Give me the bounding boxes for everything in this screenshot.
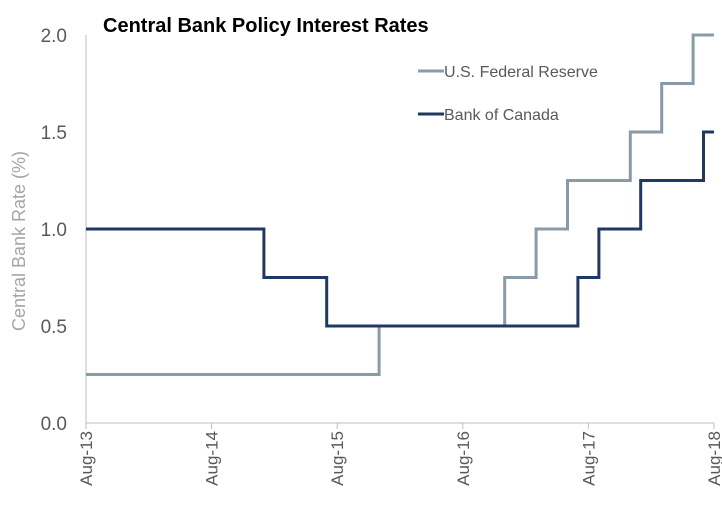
y-tick-label: 2.0 [41,26,67,47]
y-tick-label: 1.5 [41,123,67,144]
x-axis-ticks: Aug-13 Aug-14 Aug-15 Aug-16 Aug-17 Aug-18 [77,423,722,486]
y-axis-label-group: Central Bank Rate (%) [9,151,29,331]
x-tick-label: Aug-18 [705,431,722,486]
x-tick-label: Aug-17 [579,431,598,486]
x-tick-label: Aug-14 [203,431,222,486]
x-tick-label: Aug-13 [77,431,96,486]
series-line-us-federal-reserve [86,33,714,376]
legend-label: Bank of Canada [444,107,559,124]
x-tick-label: Aug-16 [454,431,473,486]
y-tick-label: 0.5 [41,317,67,338]
y-tick-label: 0.0 [41,414,67,435]
y-axis-ticks: 0.0 0.5 1.0 1.5 2.0 [41,26,67,435]
legend-label: U.S. Federal Reserve [444,64,598,81]
chart-title: Central Bank Policy Interest Rates [103,15,429,37]
legend: U.S. Federal Reserve Bank of Canada [418,64,598,124]
y-tick-label: 1.0 [41,220,67,241]
y-axis-label: Central Bank Rate (%) [9,151,29,331]
series-line-bank-of-canada [86,130,714,328]
x-tick-label: Aug-15 [328,431,347,486]
series-layer [86,33,714,376]
